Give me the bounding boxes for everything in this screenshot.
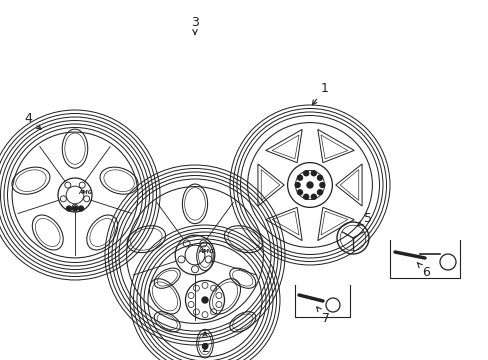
Text: 6: 6 [416, 262, 429, 279]
Circle shape [72, 206, 77, 211]
Circle shape [303, 194, 308, 199]
Circle shape [297, 190, 302, 195]
Circle shape [79, 206, 83, 211]
Text: AMG: AMG [199, 248, 215, 253]
Circle shape [306, 182, 312, 188]
Text: 2: 2 [201, 332, 208, 355]
Circle shape [311, 194, 316, 199]
Circle shape [311, 171, 316, 176]
Text: 4: 4 [24, 112, 41, 129]
Circle shape [319, 183, 324, 188]
Circle shape [317, 175, 322, 180]
Circle shape [295, 183, 300, 188]
Circle shape [297, 175, 302, 180]
Circle shape [202, 297, 207, 303]
Text: AMG: AMG [78, 189, 92, 194]
Text: 1: 1 [312, 81, 328, 105]
Circle shape [303, 171, 308, 176]
Circle shape [202, 344, 207, 349]
Text: 7: 7 [316, 307, 329, 324]
Circle shape [66, 206, 71, 211]
Text: 5: 5 [357, 212, 371, 226]
Text: 3: 3 [191, 15, 199, 34]
Circle shape [317, 190, 322, 195]
